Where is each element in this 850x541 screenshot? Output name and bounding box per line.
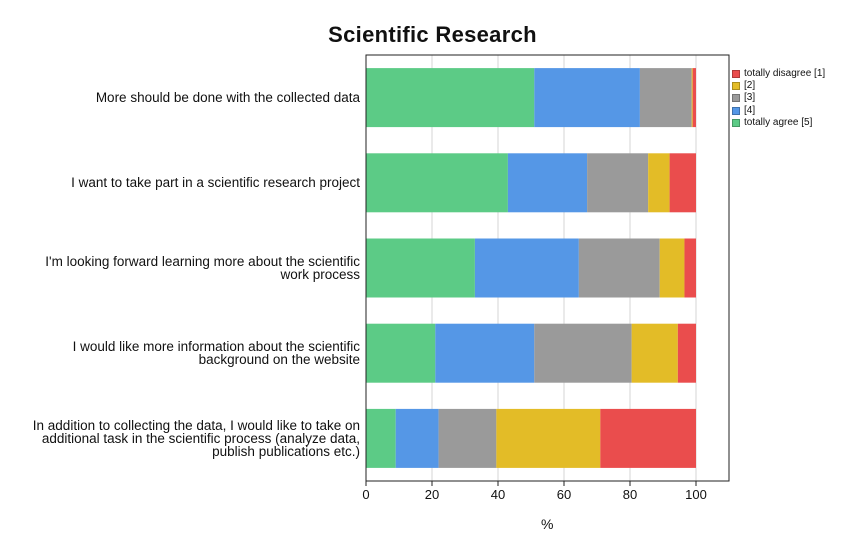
- bar-segment: [639, 68, 692, 128]
- bar-segment: [474, 238, 579, 298]
- legend-item: [4]: [732, 105, 825, 117]
- x-tick-label: 0: [362, 487, 369, 502]
- bar-segment: [684, 238, 696, 298]
- bar-segment: [395, 408, 439, 468]
- bar-segment: [366, 323, 436, 383]
- bar-segment: [366, 238, 475, 298]
- bar-segment: [659, 238, 685, 298]
- chart-title: Scientific Research: [328, 22, 537, 47]
- bar-segment: [438, 408, 497, 468]
- x-tick-label: 20: [425, 487, 439, 502]
- bar-segment: [691, 68, 693, 128]
- bar-segment: [692, 68, 696, 128]
- category-label: I'm looking forward learning more about …: [0, 254, 360, 282]
- bar-segment: [578, 238, 660, 298]
- bar-segment: [669, 153, 696, 213]
- legend-item: totally agree [5]: [732, 117, 825, 129]
- chart-legend: totally disagree [1] [2] [3] [4] totally agr…: [732, 68, 825, 129]
- category-label: I want to take part in a scientific rese…: [0, 175, 360, 191]
- x-axis-label: %: [541, 516, 554, 532]
- legend-item: [3]: [732, 92, 825, 104]
- legend-swatch: [732, 82, 740, 91]
- category-label: In addition to collecting the data, I wo…: [0, 417, 360, 459]
- bar-segment: [366, 68, 535, 128]
- bar-segment: [587, 153, 649, 213]
- legend-swatch: [732, 106, 740, 115]
- category-label-line: publish publications etc.): [212, 443, 360, 459]
- bar-segment: [677, 323, 696, 383]
- bar-segment: [366, 153, 508, 213]
- bar-segment: [631, 323, 678, 383]
- legend-label: totally disagree [1]: [744, 68, 826, 79]
- bar-segment: [534, 68, 640, 128]
- legend-item: [2]: [732, 80, 825, 92]
- category-label-line: I'm looking forward learning more about …: [45, 254, 360, 269]
- bar-segment: [600, 408, 696, 468]
- legend-swatch: [732, 70, 740, 79]
- category-label-line: I would like more information about the …: [72, 339, 360, 355]
- legend-label: [3]: [744, 92, 756, 104]
- legend-label: totally agree [5]: [744, 116, 813, 128]
- legend-item: totally disagree [1]: [732, 68, 825, 80]
- category-label-line: background on the website: [198, 352, 360, 368]
- x-tick-label: 80: [623, 487, 637, 502]
- legend-label: [2]: [744, 80, 756, 92]
- legend-swatch: [732, 118, 740, 127]
- x-tick-label: 60: [557, 487, 571, 502]
- plot-frame: [365, 54, 730, 482]
- bar-segment: [507, 153, 588, 213]
- category-label-line: I want to take part in a scientific rese…: [71, 175, 360, 191]
- x-tick-label: 100: [685, 487, 707, 502]
- bar-segment: [435, 323, 535, 383]
- category-label-line: additional task in the scientific proces…: [41, 430, 360, 446]
- category-label-line: More should be done with the collected d…: [95, 90, 360, 106]
- category-label: I would like more information about the …: [0, 339, 360, 368]
- x-tick-label: 40: [491, 487, 505, 502]
- category-label-line: work process: [280, 267, 360, 282]
- category-label: More should be done with the collected d…: [0, 90, 360, 106]
- bar-segment: [534, 323, 632, 383]
- legend-swatch: [732, 94, 740, 103]
- bar-segment: [366, 408, 396, 468]
- bar-segment: [496, 408, 601, 468]
- bar-segment: [648, 153, 670, 213]
- category-label-line: In addition to collecting the data, I wo…: [32, 417, 360, 433]
- legend-label: [4]: [744, 104, 756, 116]
